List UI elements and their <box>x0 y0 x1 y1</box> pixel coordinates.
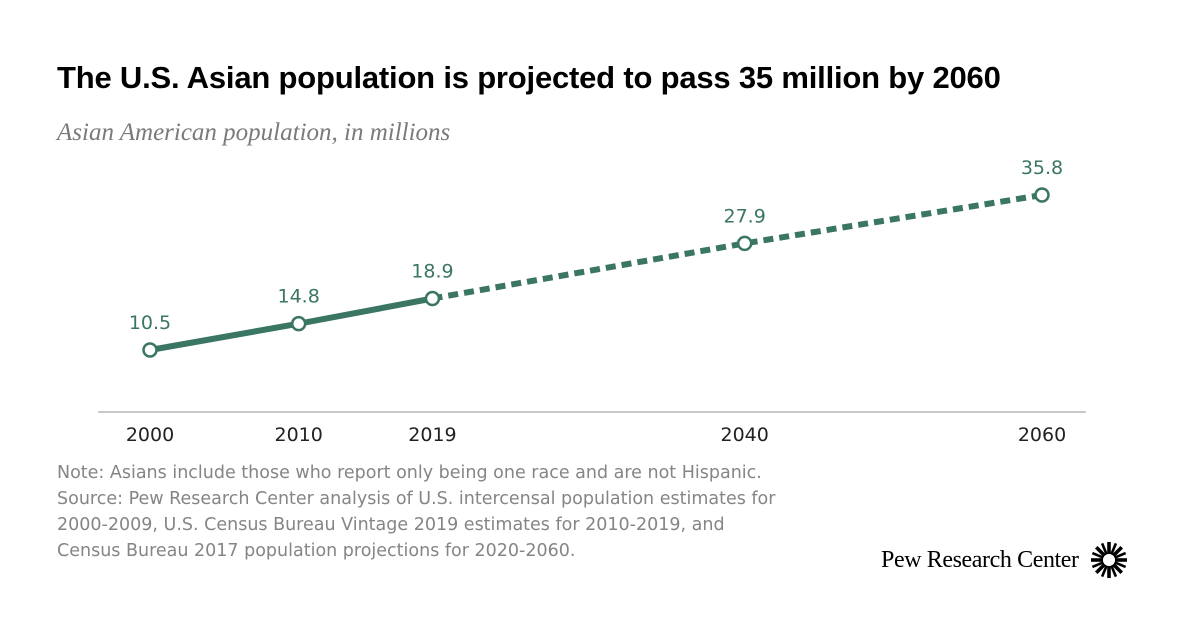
chart-title: The U.S. Asian population is projected t… <box>57 60 1001 95</box>
brand-footer: Pew Research Center <box>881 540 1129 580</box>
note-line: Note: Asians include those who report on… <box>57 463 762 483</box>
x-tick-label: 2060 <box>1018 424 1066 446</box>
projection-line-dashed <box>431 192 1043 302</box>
sunburst-ray <box>1111 545 1123 558</box>
x-tick-label: 2000 <box>126 424 174 446</box>
data-label: 18.9 <box>411 261 453 283</box>
source-line: Census Bureau 2017 population projection… <box>57 541 576 561</box>
sunburst-ray <box>1109 542 1117 555</box>
source-notes: Note: Asians include those who report on… <box>57 460 877 564</box>
sunburst-ray <box>1100 542 1108 555</box>
data-point-marker <box>736 235 753 252</box>
source-line: 2000-2009, U.S. Census Bureau Vintage 20… <box>57 515 725 535</box>
sunburst-ray <box>1109 565 1117 578</box>
data-point-marker <box>1034 187 1050 203</box>
data-label: 14.8 <box>278 286 320 308</box>
data-point-marker <box>142 342 158 358</box>
sunburst-ray <box>1111 562 1123 575</box>
data-label: 35.8 <box>1021 157 1063 179</box>
data-label: 27.9 <box>724 205 766 227</box>
sunburst-ray <box>1100 565 1108 578</box>
x-tick-label: 2019 <box>408 424 456 446</box>
source-line: Source: Pew Research Center analysis of … <box>57 489 776 509</box>
sunburst-ray <box>1091 551 1104 559</box>
x-tick-label: 2040 <box>720 424 768 446</box>
brand-name: Pew Research Center <box>881 546 1079 573</box>
sunburst-ray <box>1113 551 1126 559</box>
sunburst-ray <box>1113 561 1126 569</box>
data-label: 10.5 <box>129 312 171 334</box>
data-point-marker <box>424 290 441 307</box>
pew-sunburst-icon <box>1090 542 1127 578</box>
sunburst-ray <box>1094 545 1106 558</box>
sunburst-ray <box>1091 561 1104 569</box>
chart-subtitle: Asian American population, in millions <box>57 119 451 146</box>
x-tick-label: 2010 <box>274 424 322 446</box>
data-point-marker <box>290 315 307 332</box>
sunburst-ray <box>1094 562 1106 575</box>
